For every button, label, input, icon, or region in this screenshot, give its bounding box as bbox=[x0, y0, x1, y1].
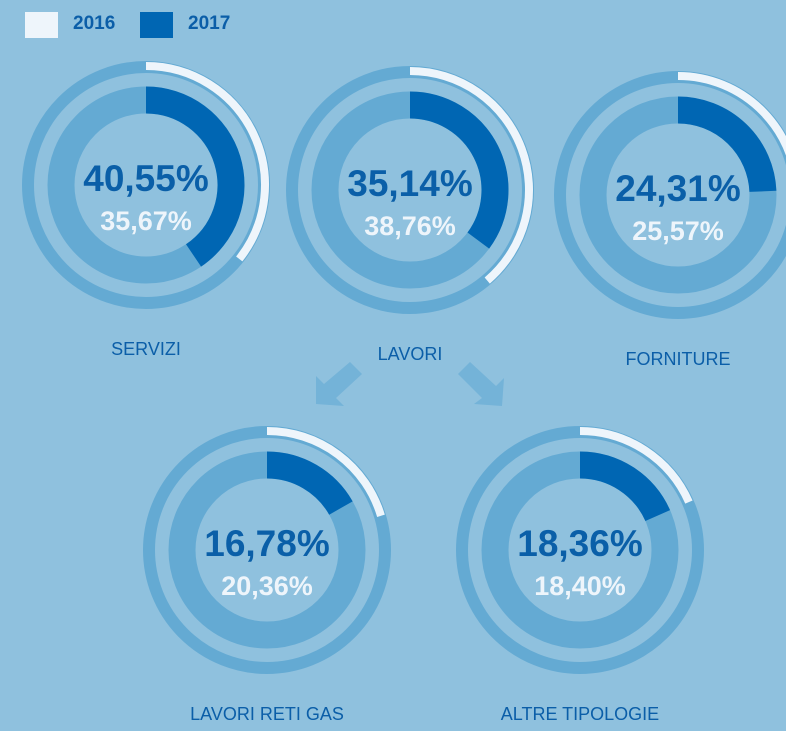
chart-title: ALTRE TIPOLOGIE bbox=[501, 704, 659, 724]
arc-2017 bbox=[579, 451, 671, 522]
chart-title: LAVORI RETI GAS bbox=[190, 704, 344, 724]
arrow-right bbox=[458, 362, 504, 406]
legend-label: 2017 bbox=[188, 13, 230, 34]
donut: 40,55% 35,67% SERVIZI bbox=[22, 61, 270, 359]
value-2016: 38,76% bbox=[364, 211, 456, 241]
arc-2016 bbox=[266, 427, 385, 517]
chart-title: SERVIZI bbox=[111, 339, 181, 359]
value-2016: 35,67% bbox=[100, 206, 192, 236]
arrow-left bbox=[316, 362, 362, 406]
arrows bbox=[316, 362, 504, 406]
value-2016: 25,57% bbox=[632, 216, 724, 246]
legend-swatch bbox=[140, 12, 173, 38]
value-2016: 20,36% bbox=[221, 571, 313, 601]
legend-swatch bbox=[25, 12, 58, 38]
arc-2016 bbox=[145, 62, 269, 262]
chart-title: FORNITURE bbox=[626, 349, 731, 369]
chart-title: LAVORI bbox=[378, 344, 443, 364]
donut: 24,31% 25,57% FORNITURE bbox=[554, 71, 786, 369]
arc-2016 bbox=[677, 72, 786, 156]
donut: 35,14% 38,76% LAVORI bbox=[286, 66, 534, 364]
arc-2017 bbox=[266, 451, 353, 516]
arc-2016 bbox=[409, 67, 533, 284]
chart-title: DI LAVORI bbox=[536, 729, 624, 731]
donut: 18,36% 18,40% ALTRE TIPOLOGIE DI LAVORI bbox=[456, 426, 704, 731]
value-2017: 35,14% bbox=[347, 163, 473, 204]
value-2016: 18,40% bbox=[534, 571, 626, 601]
legend-label: 2016 bbox=[73, 13, 115, 34]
arc-2017 bbox=[409, 91, 509, 249]
arc-2017 bbox=[145, 86, 245, 267]
value-2017: 24,31% bbox=[615, 168, 741, 209]
value-2017: 16,78% bbox=[204, 523, 330, 564]
value-2017: 40,55% bbox=[83, 158, 209, 199]
donut: 16,78% 20,36% LAVORI RETI GAS bbox=[143, 426, 391, 724]
value-2017: 18,36% bbox=[517, 523, 643, 564]
arc-2016 bbox=[579, 427, 693, 504]
arc-2017 bbox=[677, 96, 777, 193]
